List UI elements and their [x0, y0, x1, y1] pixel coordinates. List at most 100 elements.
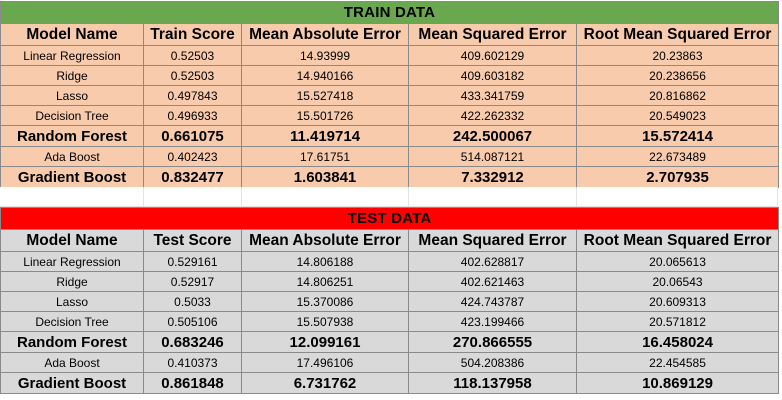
empty-cell[interactable]: [144, 187, 242, 207]
rmse-cell[interactable]: 20.549023: [575, 105, 780, 126]
score-cell[interactable]: 0.661075: [143, 125, 242, 147]
score-cell[interactable]: 0.5033: [143, 291, 242, 312]
mse-cell[interactable]: 270.866555: [408, 331, 577, 353]
model-name-cell[interactable]: Random Forest: [0, 125, 144, 147]
model-name-cell[interactable]: Decision Tree: [0, 311, 144, 332]
mse-cell[interactable]: 424.743787: [408, 291, 577, 312]
rmse-cell[interactable]: 20.23863: [575, 45, 780, 66]
mse-cell[interactable]: 409.602129: [408, 45, 577, 66]
mae-cell[interactable]: 15.501726: [241, 105, 409, 126]
rmse-cell[interactable]: 20.571812: [575, 311, 780, 332]
score-cell[interactable]: 0.402423: [143, 146, 242, 167]
mae-cell[interactable]: 1.603841: [241, 166, 409, 188]
table-row: Linear Regression 0.52503 14.93999 409.6…: [0, 45, 780, 66]
test-header-test-score[interactable]: Test Score: [143, 229, 242, 252]
mse-cell[interactable]: 514.087121: [408, 146, 577, 167]
empty-cell[interactable]: [577, 187, 778, 207]
score-cell[interactable]: 0.683246: [143, 331, 242, 353]
mae-cell[interactable]: 15.370086: [241, 291, 409, 312]
mae-cell[interactable]: 6.731762: [241, 372, 409, 394]
mse-cell[interactable]: 402.628817: [408, 251, 577, 272]
train-header-mae[interactable]: Mean Absolute Error: [241, 23, 409, 46]
empty-spreadsheet-row[interactable]: [0, 187, 778, 207]
test-data-title[interactable]: TEST DATA: [0, 207, 780, 230]
test-header-model-name[interactable]: Model Name: [0, 229, 144, 252]
mse-cell[interactable]: 423.199466: [408, 311, 577, 332]
test-header-mse[interactable]: Mean Squared Error: [408, 229, 577, 252]
table-row: Ridge 0.52917 14.806251 402.621463 20.06…: [0, 271, 780, 292]
model-name-cell[interactable]: Ada Boost: [0, 146, 144, 167]
rmse-cell[interactable]: 22.673489: [575, 146, 780, 167]
mse-cell[interactable]: 422.262332: [408, 105, 577, 126]
empty-cell[interactable]: [409, 187, 577, 207]
score-cell[interactable]: 0.52503: [143, 65, 242, 86]
mae-cell[interactable]: 14.806251: [241, 271, 409, 292]
rmse-cell[interactable]: 20.06543: [575, 271, 780, 292]
mae-cell[interactable]: 15.507938: [241, 311, 409, 332]
mae-cell[interactable]: 12.099161: [241, 331, 409, 353]
table-row: Decision Tree 0.505106 15.507938 423.199…: [0, 311, 780, 332]
mse-cell[interactable]: 118.137958: [408, 372, 577, 394]
rmse-cell[interactable]: 20.816862: [575, 85, 780, 106]
score-cell[interactable]: 0.496933: [143, 105, 242, 126]
score-cell[interactable]: 0.497843: [143, 85, 242, 106]
score-cell[interactable]: 0.410373: [143, 352, 242, 373]
model-name-cell[interactable]: Lasso: [0, 85, 144, 106]
mae-cell[interactable]: 11.419714: [241, 125, 409, 147]
mse-cell[interactable]: 402.621463: [408, 271, 577, 292]
train-header-model-name[interactable]: Model Name: [0, 23, 144, 46]
mse-cell[interactable]: 504.208386: [408, 352, 577, 373]
mae-cell[interactable]: 17.61751: [241, 146, 409, 167]
mse-cell[interactable]: 7.332912: [408, 166, 577, 188]
test-header-mae[interactable]: Mean Absolute Error: [241, 229, 409, 252]
test-data-table: TEST DATA Model Name Test Score Mean Abs…: [0, 207, 780, 394]
empty-cell[interactable]: [0, 187, 144, 207]
score-cell[interactable]: 0.861848: [143, 372, 242, 394]
score-cell[interactable]: 0.529161: [143, 251, 242, 272]
rmse-cell[interactable]: 20.065613: [575, 251, 780, 272]
score-cell[interactable]: 0.505106: [143, 311, 242, 332]
model-name-cell[interactable]: Decision Tree: [0, 105, 144, 126]
model-name-cell[interactable]: Ridge: [0, 65, 144, 86]
score-cell[interactable]: 0.832477: [143, 166, 242, 188]
model-name-cell[interactable]: Gradient Boost: [0, 372, 144, 394]
rmse-cell[interactable]: 22.454585: [575, 352, 780, 373]
score-cell[interactable]: 0.52503: [143, 45, 242, 66]
test-header-rmse[interactable]: Root Mean Squared Error: [575, 229, 780, 252]
mse-cell[interactable]: 242.500067: [408, 125, 577, 147]
table-row: Ridge 0.52503 14.940166 409.603182 20.23…: [0, 65, 780, 86]
rmse-cell[interactable]: 2.707935: [575, 166, 780, 188]
mse-cell[interactable]: 433.341759: [408, 85, 577, 106]
model-name-cell[interactable]: Lasso: [0, 291, 144, 312]
model-name-cell[interactable]: Linear Regression: [0, 45, 144, 66]
mae-cell[interactable]: 14.806188: [241, 251, 409, 272]
mae-cell[interactable]: 15.527418: [241, 85, 409, 106]
train-data-title[interactable]: TRAIN DATA: [0, 1, 780, 24]
model-name-cell[interactable]: Random Forest: [0, 331, 144, 353]
table-row: Lasso 0.497843 15.527418 433.341759 20.8…: [0, 85, 780, 106]
rmse-cell[interactable]: 10.869129: [575, 372, 780, 394]
rmse-cell[interactable]: 16.458024: [575, 331, 780, 353]
table-row: Random Forest 0.661075 11.419714 242.500…: [0, 125, 780, 147]
model-name-cell[interactable]: Ada Boost: [0, 352, 144, 373]
score-cell[interactable]: 0.52917: [143, 271, 242, 292]
mae-cell[interactable]: 17.496106: [241, 352, 409, 373]
mae-cell[interactable]: 14.940166: [241, 65, 409, 86]
train-banner-row: TRAIN DATA: [0, 1, 780, 24]
model-name-cell[interactable]: Linear Regression: [0, 251, 144, 272]
train-header-rmse[interactable]: Root Mean Squared Error: [575, 23, 780, 46]
rmse-cell[interactable]: 20.609313: [575, 291, 780, 312]
model-name-cell[interactable]: Gradient Boost: [0, 166, 144, 188]
mse-cell[interactable]: 409.603182: [408, 65, 577, 86]
model-name-cell[interactable]: Ridge: [0, 271, 144, 292]
train-header-mse[interactable]: Mean Squared Error: [408, 23, 577, 46]
rmse-cell[interactable]: 15.572414: [575, 125, 780, 147]
train-header-train-score[interactable]: Train Score: [143, 23, 242, 46]
train-header-row: Model Name Train Score Mean Absolute Err…: [0, 23, 780, 46]
rmse-cell[interactable]: 20.238656: [575, 65, 780, 86]
test-banner-row: TEST DATA: [0, 207, 780, 230]
empty-cell[interactable]: [242, 187, 409, 207]
mae-cell[interactable]: 14.93999: [241, 45, 409, 66]
table-row: Ada Boost 0.410373 17.496106 504.208386 …: [0, 352, 780, 373]
